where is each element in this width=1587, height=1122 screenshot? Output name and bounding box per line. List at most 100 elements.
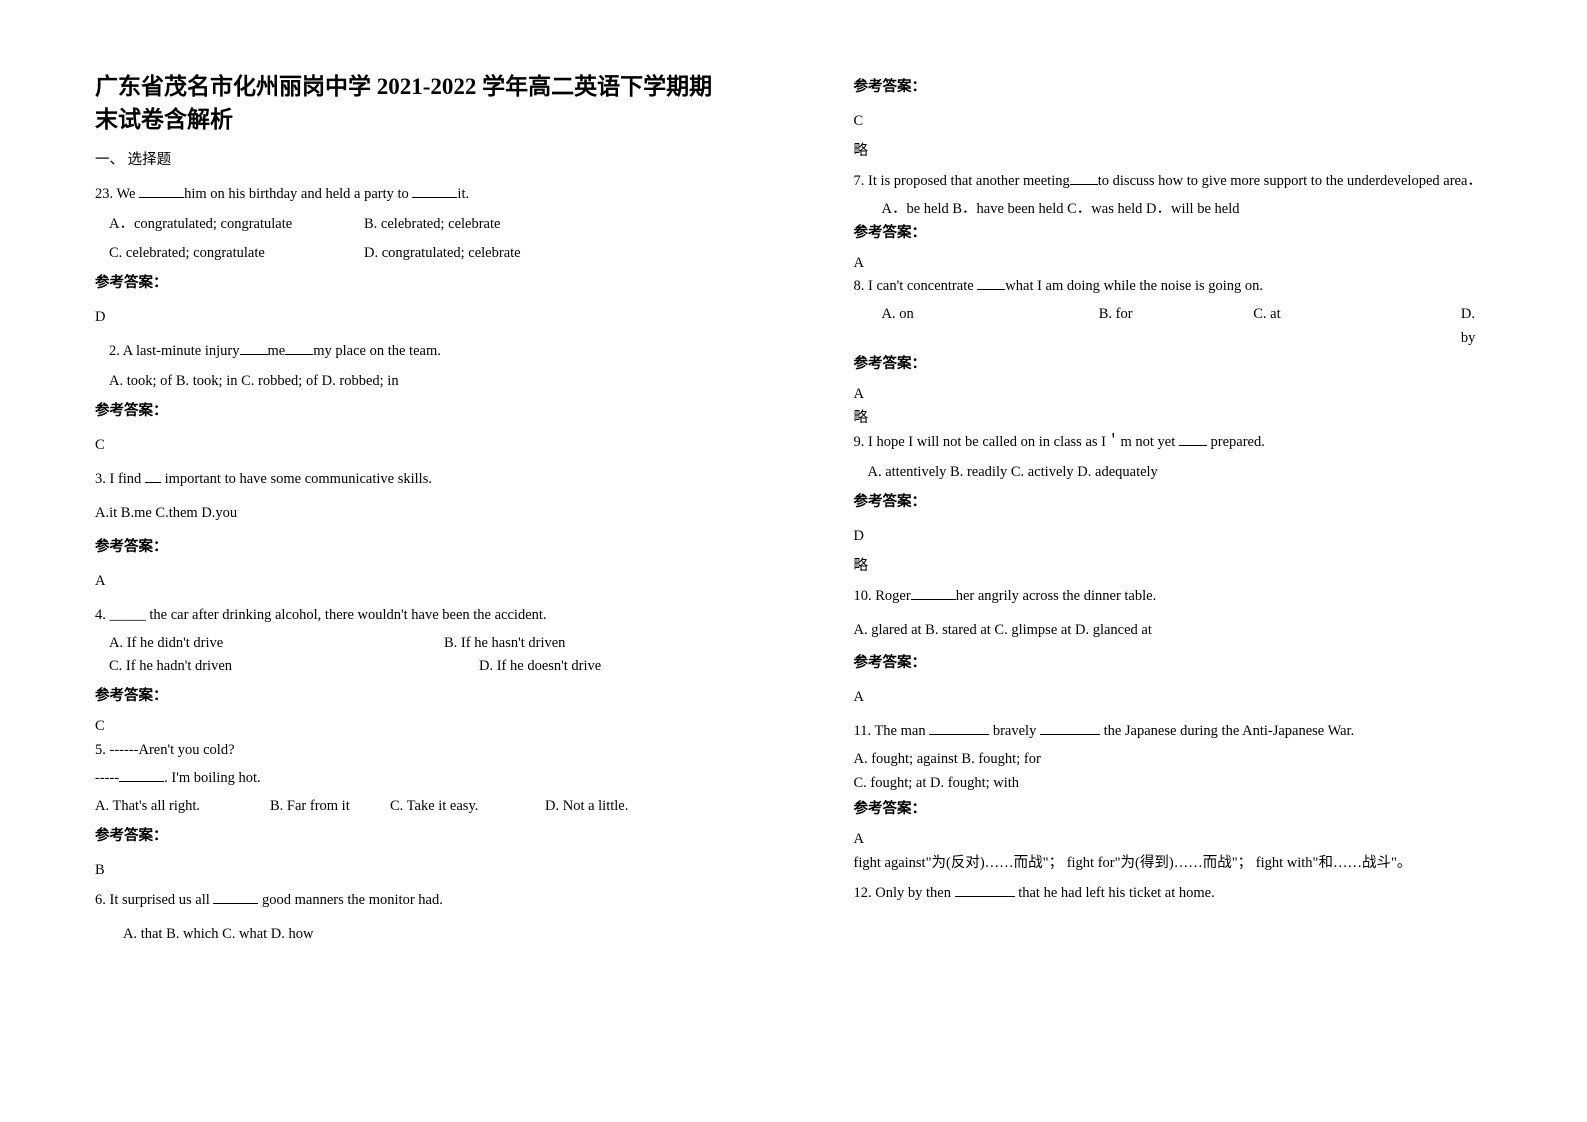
- q9-stem-a: 9. I hope I will not be called on in cla…: [854, 434, 1179, 450]
- left-column: 广东省茂名市化州丽岗中学 2021-2022 学年高二英语下学期期末试卷含解析 …: [0, 0, 794, 1122]
- q8-answer: A: [854, 383, 1493, 407]
- q5-l2: ----- . I'm boiling hot.: [95, 767, 734, 791]
- blank: [139, 184, 184, 198]
- q11-stem-c: the Japanese during the Anti-Japanese Wa…: [1100, 723, 1354, 739]
- q10-stem-b: her angrily across the dinner table.: [956, 588, 1157, 604]
- q6-opts: A. that B. which C. what D. how: [95, 923, 734, 947]
- q23-answer: D: [95, 306, 734, 330]
- q11-opts1: A. fought; against B. fought; for: [854, 748, 1493, 772]
- q11-explanation: fight against"为(反对)……而战"； fight for"为(得到…: [854, 852, 1493, 876]
- q5-opt-b: B. Far from it: [270, 795, 390, 819]
- q4-stem: 4. _____ the car after drinking alcohol,…: [95, 604, 734, 628]
- q23-stem-b: him on his birthday and held a party to: [184, 186, 412, 202]
- omit: 略: [854, 555, 1493, 579]
- q4-opt-d: D. If he doesn't drive: [479, 655, 601, 679]
- q10-stem: 10. Rogerher angrily across the dinner t…: [854, 585, 1493, 609]
- right-column: 参考答案： C 略 7. It is proposed that another…: [794, 0, 1587, 1122]
- q9-opts: A. attentively B. readily C. actively D.…: [854, 461, 1493, 485]
- q9-stem-b: prepared.: [1207, 434, 1265, 450]
- q3-stem-a: 3. I find: [95, 471, 145, 487]
- q23-stem: 23. We him on his birthday and held a pa…: [95, 183, 734, 207]
- q23-stem-a: 23. We: [95, 186, 139, 202]
- blank: [1040, 721, 1100, 735]
- blank: [977, 276, 1005, 290]
- blank: [285, 341, 313, 355]
- q5-l1: 5. ------Aren't you cold?: [95, 739, 734, 763]
- answer-label: 参考答案：: [854, 798, 1493, 822]
- q8-opt-c: C. at: [1253, 303, 1461, 351]
- blank: [412, 184, 457, 198]
- q7-answer: A: [854, 252, 1493, 276]
- q23-opt-a: A．congratulated; congratulate: [109, 213, 364, 237]
- q7-opts: A．be held B．have been held C．was held D．…: [854, 198, 1493, 222]
- answer-label: 参考答案：: [95, 272, 734, 296]
- q4-opt-a: A. If he didn't drive: [109, 632, 444, 656]
- q23-opt-b: B. celebrated; celebrate: [364, 213, 500, 237]
- q3-stem-b: important to have some communicative ski…: [161, 471, 432, 487]
- omit: 略: [854, 140, 1493, 164]
- blank: [145, 469, 161, 483]
- q8-opt-b: B. for: [1099, 303, 1254, 351]
- q6-stem: 6. It surprised us all good manners the …: [95, 889, 734, 913]
- q5-answer: B: [95, 859, 734, 883]
- q4-opt-c: C. If he hadn't driven: [109, 655, 479, 679]
- blank: [240, 341, 268, 355]
- q23-opts-row1: A．congratulated; congratulate B. celebra…: [95, 213, 734, 237]
- q4-opt-b: B. If he hasn't driven: [444, 632, 565, 656]
- q23-opt-c: C. celebrated; congratulate: [109, 242, 364, 266]
- answer-label: 参考答案：: [854, 491, 1493, 515]
- q12-stem: 12. Only by then that he had left his ti…: [854, 882, 1493, 906]
- q7-stem-a: 7. It is proposed that another meeting: [854, 173, 1070, 189]
- q9-answer: D: [854, 525, 1493, 549]
- q3-answer: A: [95, 570, 734, 594]
- q3-opts: A.it B.me C.them D.you: [95, 502, 734, 526]
- answer-label: 参考答案：: [854, 353, 1493, 377]
- q3-stem: 3. I find important to have some communi…: [95, 468, 734, 492]
- section-heading: 一、 选择题: [95, 149, 734, 173]
- blank: [1070, 171, 1098, 185]
- q12-stem-a: 12. Only by then: [854, 885, 955, 901]
- answer-label: 参考答案：: [95, 400, 734, 424]
- q8-opt-d: D. by: [1461, 303, 1492, 351]
- q4-row2: C. If he hadn't driven D. If he doesn't …: [95, 655, 734, 679]
- q2-opts: A. took; of B. took; in C. robbed; of D.…: [95, 370, 734, 394]
- q2-stem-c: my place on the team.: [313, 343, 441, 359]
- q5-opts: A. That's all right. B. Far from it C. T…: [95, 795, 734, 819]
- q10-answer: A: [854, 686, 1493, 710]
- answer-label: 参考答案：: [95, 536, 734, 560]
- q5-l2b: . I'm boiling hot.: [164, 770, 260, 786]
- document-page: 广东省茂名市化州丽岗中学 2021-2022 学年高二英语下学期期末试卷含解析 …: [0, 0, 1587, 1122]
- q11-opts2: C. fought; at D. fought; with: [854, 772, 1493, 796]
- q6-stem-a: 6. It surprised us all: [95, 892, 213, 908]
- q8-opts: A. on B. for C. at D. by: [854, 303, 1493, 351]
- blank: [1179, 432, 1207, 446]
- q5-l2a: -----: [95, 770, 119, 786]
- q6-stem-b: good manners the monitor had.: [258, 892, 442, 908]
- answer-label: 参考答案：: [95, 825, 734, 849]
- q7-stem: 7. It is proposed that another meetingto…: [854, 170, 1493, 194]
- q23-stem-c: it.: [457, 186, 469, 202]
- q2-stem-a: 2. A last-minute injury: [109, 343, 240, 359]
- answer-label: 参考答案：: [854, 76, 1493, 100]
- q10-opts: A. glared at B. stared at C. glimpse at …: [854, 619, 1493, 643]
- q5-opt-c: C. Take it easy.: [390, 795, 545, 819]
- q9-stem: 9. I hope I will not be called on in cla…: [854, 431, 1493, 455]
- q8-stem-b: what I am doing while the noise is going…: [1005, 278, 1263, 294]
- q11-stem: 11. The man bravely the Japanese during …: [854, 720, 1493, 744]
- q8-stem-a: 8. I can't concentrate: [854, 278, 978, 294]
- answer-label: 参考答案：: [854, 222, 1493, 246]
- document-title: 广东省茂名市化州丽岗中学 2021-2022 学年高二英语下学期期末试卷含解析: [95, 70, 734, 137]
- blank: [911, 586, 956, 600]
- blank: [929, 721, 989, 735]
- q4-answer: C: [95, 715, 734, 739]
- q11-stem-a: 11. The man: [854, 723, 930, 739]
- q11-answer: A: [854, 828, 1493, 852]
- q23-opts-row2: C. celebrated; congratulate D. congratul…: [95, 242, 734, 266]
- q6-answer: C: [854, 110, 1493, 134]
- q8-opt-a: A. on: [882, 303, 1099, 351]
- q11-stem-b: bravely: [989, 723, 1040, 739]
- q5-opt-a: A. That's all right.: [95, 795, 270, 819]
- q2-stem: 2. A last-minute injurymemy place on the…: [95, 340, 734, 364]
- blank: [955, 883, 1015, 897]
- q4-row1: A. If he didn't drive B. If he hasn't dr…: [95, 632, 734, 656]
